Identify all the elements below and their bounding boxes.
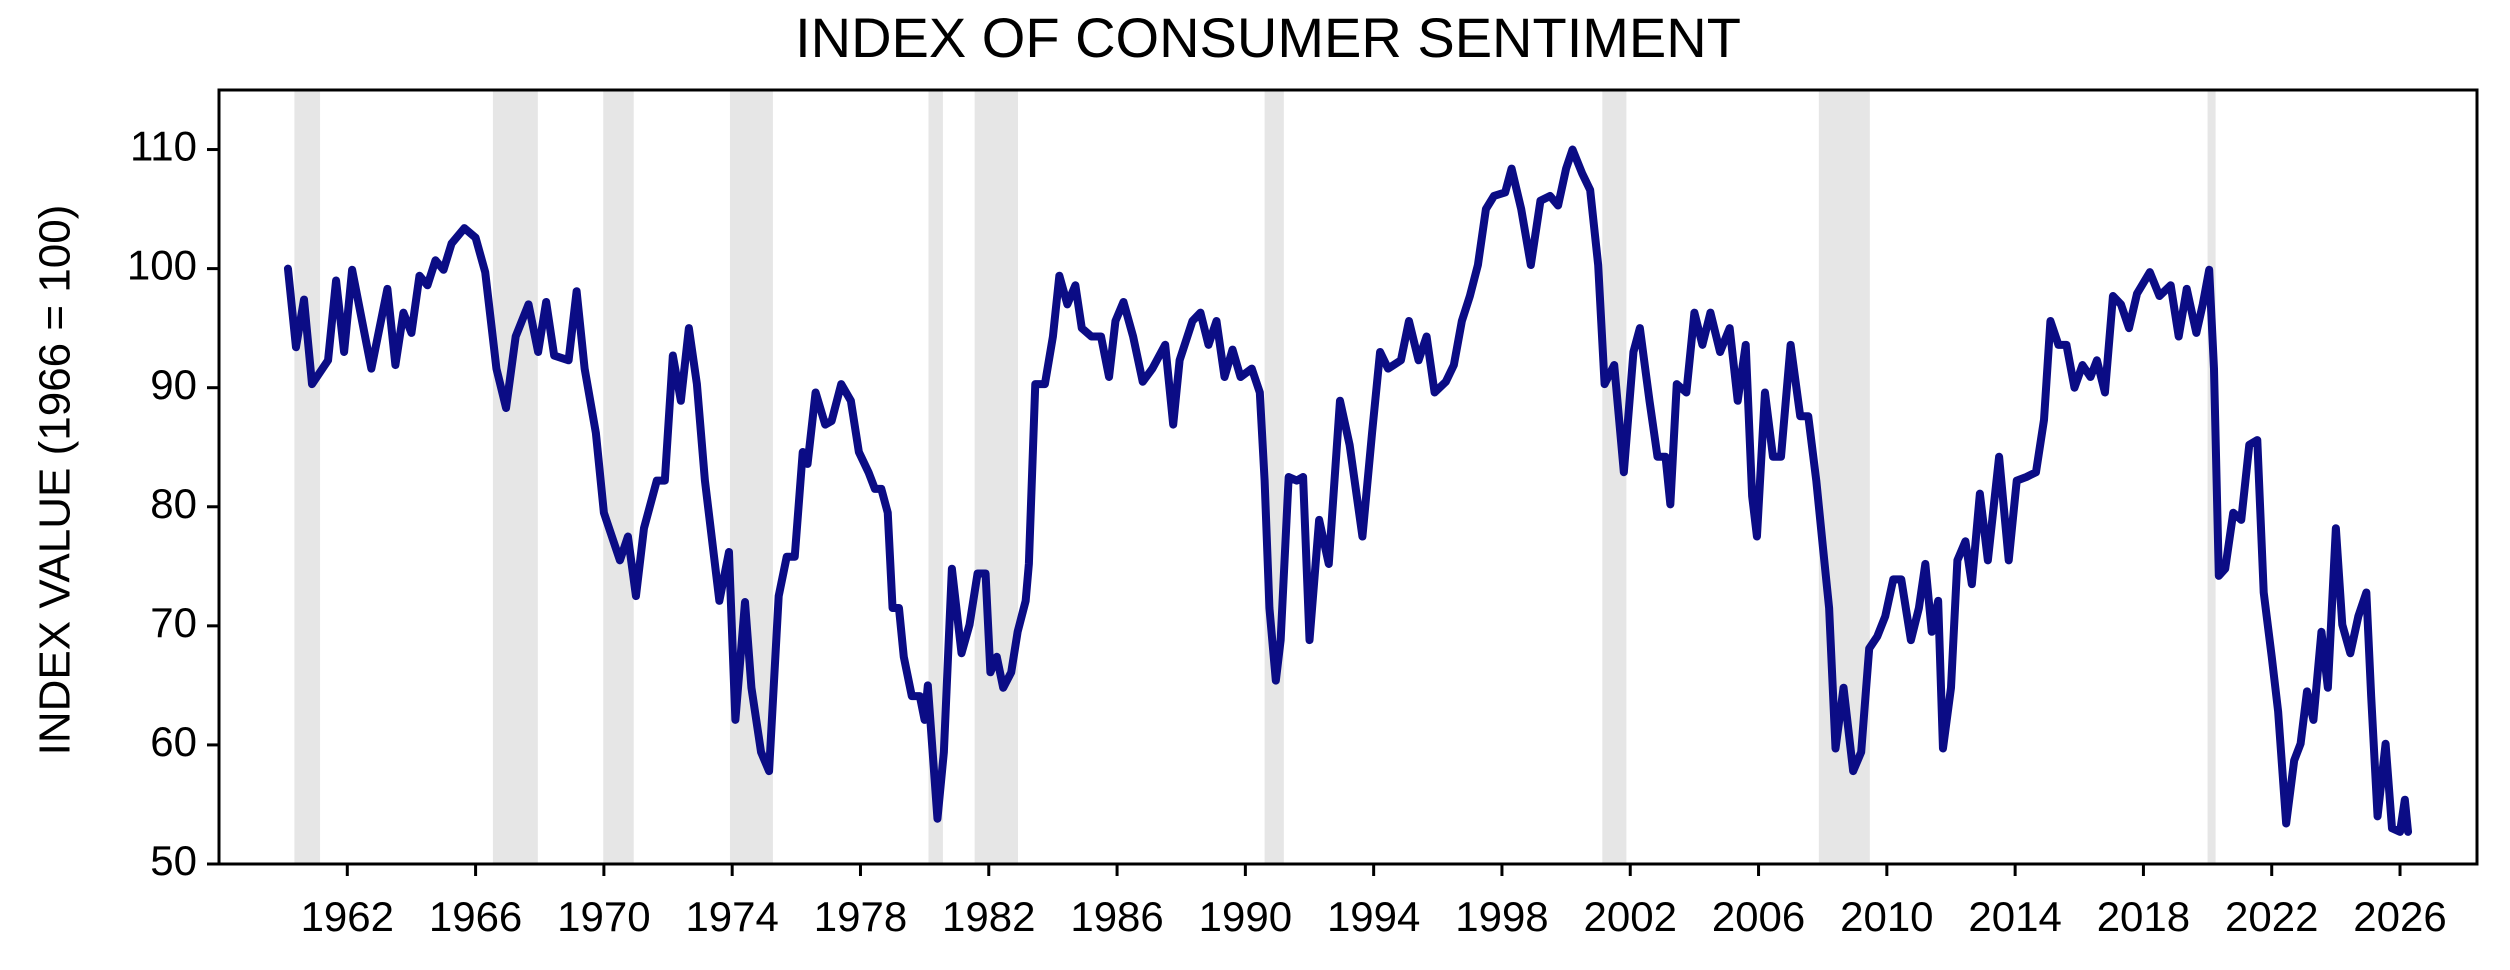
y-axis-label: INDEX VALUE (1966 = 100) bbox=[31, 205, 80, 756]
recession-band bbox=[603, 90, 634, 864]
x-tick-label: 1974 bbox=[685, 893, 778, 940]
x-tick-label: 2006 bbox=[1712, 893, 1805, 940]
x-tick-label: 1998 bbox=[1455, 893, 1548, 940]
x-tick-label: 1990 bbox=[1199, 893, 1292, 940]
recession-band bbox=[928, 90, 943, 864]
sentiment-line bbox=[283, 145, 2413, 836]
recession-bands bbox=[294, 90, 2216, 864]
x-tick-label: 1994 bbox=[1327, 893, 1420, 940]
x-tick-label: 1978 bbox=[814, 893, 907, 940]
x-tick-label: 1962 bbox=[301, 893, 394, 940]
x-tick-label: 1986 bbox=[1070, 893, 1163, 940]
recession-band bbox=[974, 90, 1018, 864]
y-tick-label: 70 bbox=[150, 599, 197, 646]
y-tick-label: 60 bbox=[150, 718, 197, 765]
y-tick-label: 100 bbox=[127, 242, 197, 289]
recession-band bbox=[1602, 90, 1627, 864]
x-tick-label: 1970 bbox=[557, 893, 650, 940]
x-tick-label: 1966 bbox=[429, 893, 522, 940]
y-tick-label: 80 bbox=[150, 480, 197, 527]
series bbox=[283, 145, 2413, 836]
plot-frame bbox=[217, 88, 2479, 866]
x-tick-label: 1982 bbox=[942, 893, 1035, 940]
recession-band bbox=[2207, 90, 2216, 864]
recession-band bbox=[294, 90, 321, 864]
x-tick-label: 2022 bbox=[2225, 893, 2318, 940]
x-tick-label: 2026 bbox=[2353, 893, 2446, 940]
x-tick-label: 2010 bbox=[1840, 893, 1933, 940]
x-tick-label: 2002 bbox=[1584, 893, 1677, 940]
x-tick-label: 2018 bbox=[2097, 893, 2190, 940]
x-tick-label: 2014 bbox=[1968, 893, 2061, 940]
recession-band bbox=[492, 90, 538, 864]
chart-title: INDEX OF CONSUMER SENTIMENT bbox=[795, 6, 1741, 69]
y-tick-label: 90 bbox=[150, 361, 197, 408]
y-tick-label: 110 bbox=[130, 123, 197, 170]
y-tick-label: 50 bbox=[150, 837, 197, 884]
axes: 50 60 70 80 90 100 110 1962 1966 1970 1974 1978 1982… bbox=[127, 123, 2447, 940]
recession-band bbox=[729, 90, 773, 864]
